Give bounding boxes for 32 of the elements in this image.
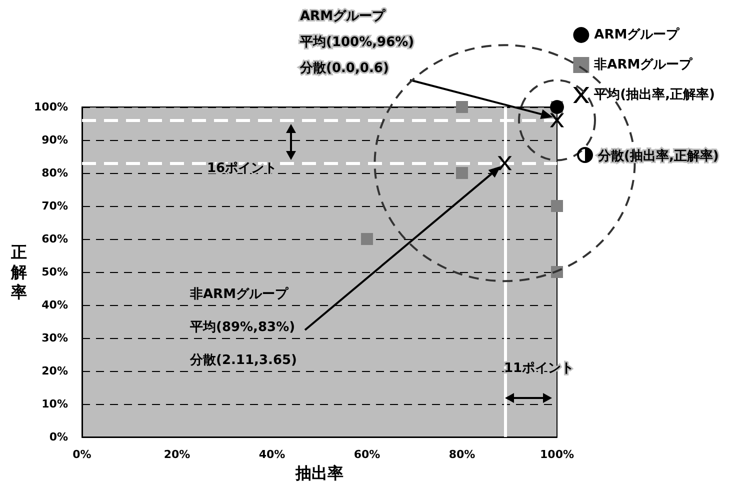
y-tick-label: 100% [34, 100, 68, 114]
y-tick-label: 80% [42, 166, 68, 180]
y-tick-label: 70% [42, 200, 68, 212]
legend-label: 非ARMグループ [593, 56, 694, 72]
y-tick-label: 40% [42, 298, 68, 312]
point [456, 101, 468, 113]
x-axis-title: 抽出率 [294, 463, 344, 482]
y-axis-title: 正解率 [10, 242, 27, 302]
point [456, 167, 468, 179]
legend-label: ARMグループ [594, 26, 680, 42]
x-tick-label: 0% [72, 448, 92, 461]
text: ARMグループ [300, 8, 386, 24]
text: 分散(0.0,0.6) [299, 61, 389, 76]
point [361, 233, 373, 245]
x-tick-label: 20% [164, 448, 190, 461]
y-tick-label: 0% [49, 430, 68, 444]
x-tick-label: 80% [448, 448, 476, 461]
point [551, 200, 563, 212]
annotation: 非ARMグループ [189, 286, 290, 302]
y-tick-label: 90% [42, 134, 68, 146]
annotation: 分散(2.11,3.65) [189, 353, 297, 368]
y-tick-label: 50% [42, 266, 68, 278]
annotation: 16ポイント [207, 161, 278, 176]
text: 平均(100%,96%) [299, 35, 414, 50]
y-tick-label: 20% [42, 364, 68, 378]
y-tick-label: 30% [42, 332, 68, 344]
x-tick-label: 60% [354, 448, 380, 461]
x-tick-label: 40% [258, 448, 286, 461]
annotation: 平均(89%,83%) [189, 320, 296, 335]
y-tick-label: 10% [42, 398, 68, 410]
y-tick-label: 60% [42, 232, 68, 246]
x-tick-label: 100% [540, 448, 574, 461]
